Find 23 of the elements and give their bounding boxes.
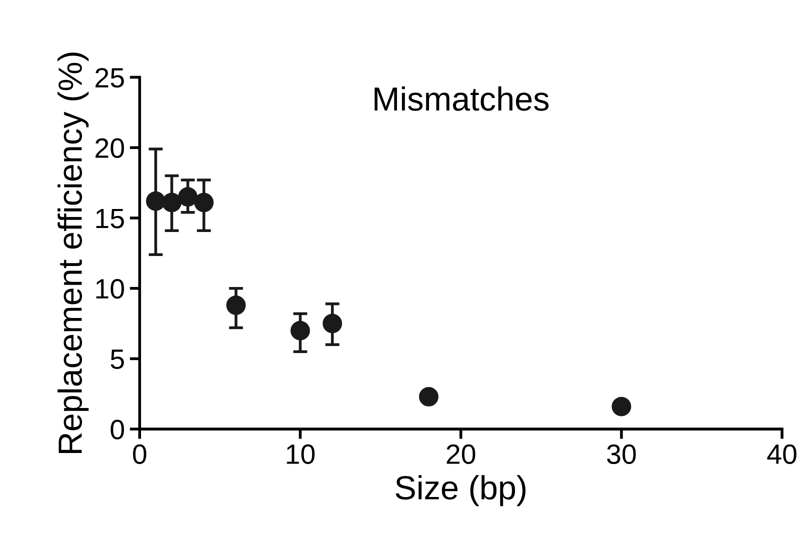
y-tick-label: 25 (96, 68, 124, 88)
y-tick-label: 5 (110, 350, 124, 370)
point (162, 192, 182, 212)
point (194, 192, 214, 212)
chart-title: Mismatches (374, 86, 549, 111)
point (178, 187, 198, 207)
point (419, 386, 438, 406)
y-tick-label: 10 (96, 279, 124, 299)
point (322, 314, 342, 334)
x-tick-label: 30 (607, 444, 636, 464)
y-tick-label: 20 (96, 138, 124, 158)
point (146, 191, 166, 211)
point (612, 396, 632, 416)
point (290, 320, 310, 340)
y-tick-label: 0 (110, 420, 124, 440)
x-tick-label: 20 (446, 444, 476, 464)
x-axis-title: Size (bp) (396, 475, 526, 506)
x-tick-label: 10 (286, 444, 315, 464)
x-tick-label: 40 (767, 444, 796, 464)
y-tick-label: 15 (96, 208, 124, 228)
point (226, 296, 246, 315)
x-tick-label: 0 (133, 444, 146, 464)
y-axis-title: Replacement efficiency (%) (58, 52, 89, 453)
